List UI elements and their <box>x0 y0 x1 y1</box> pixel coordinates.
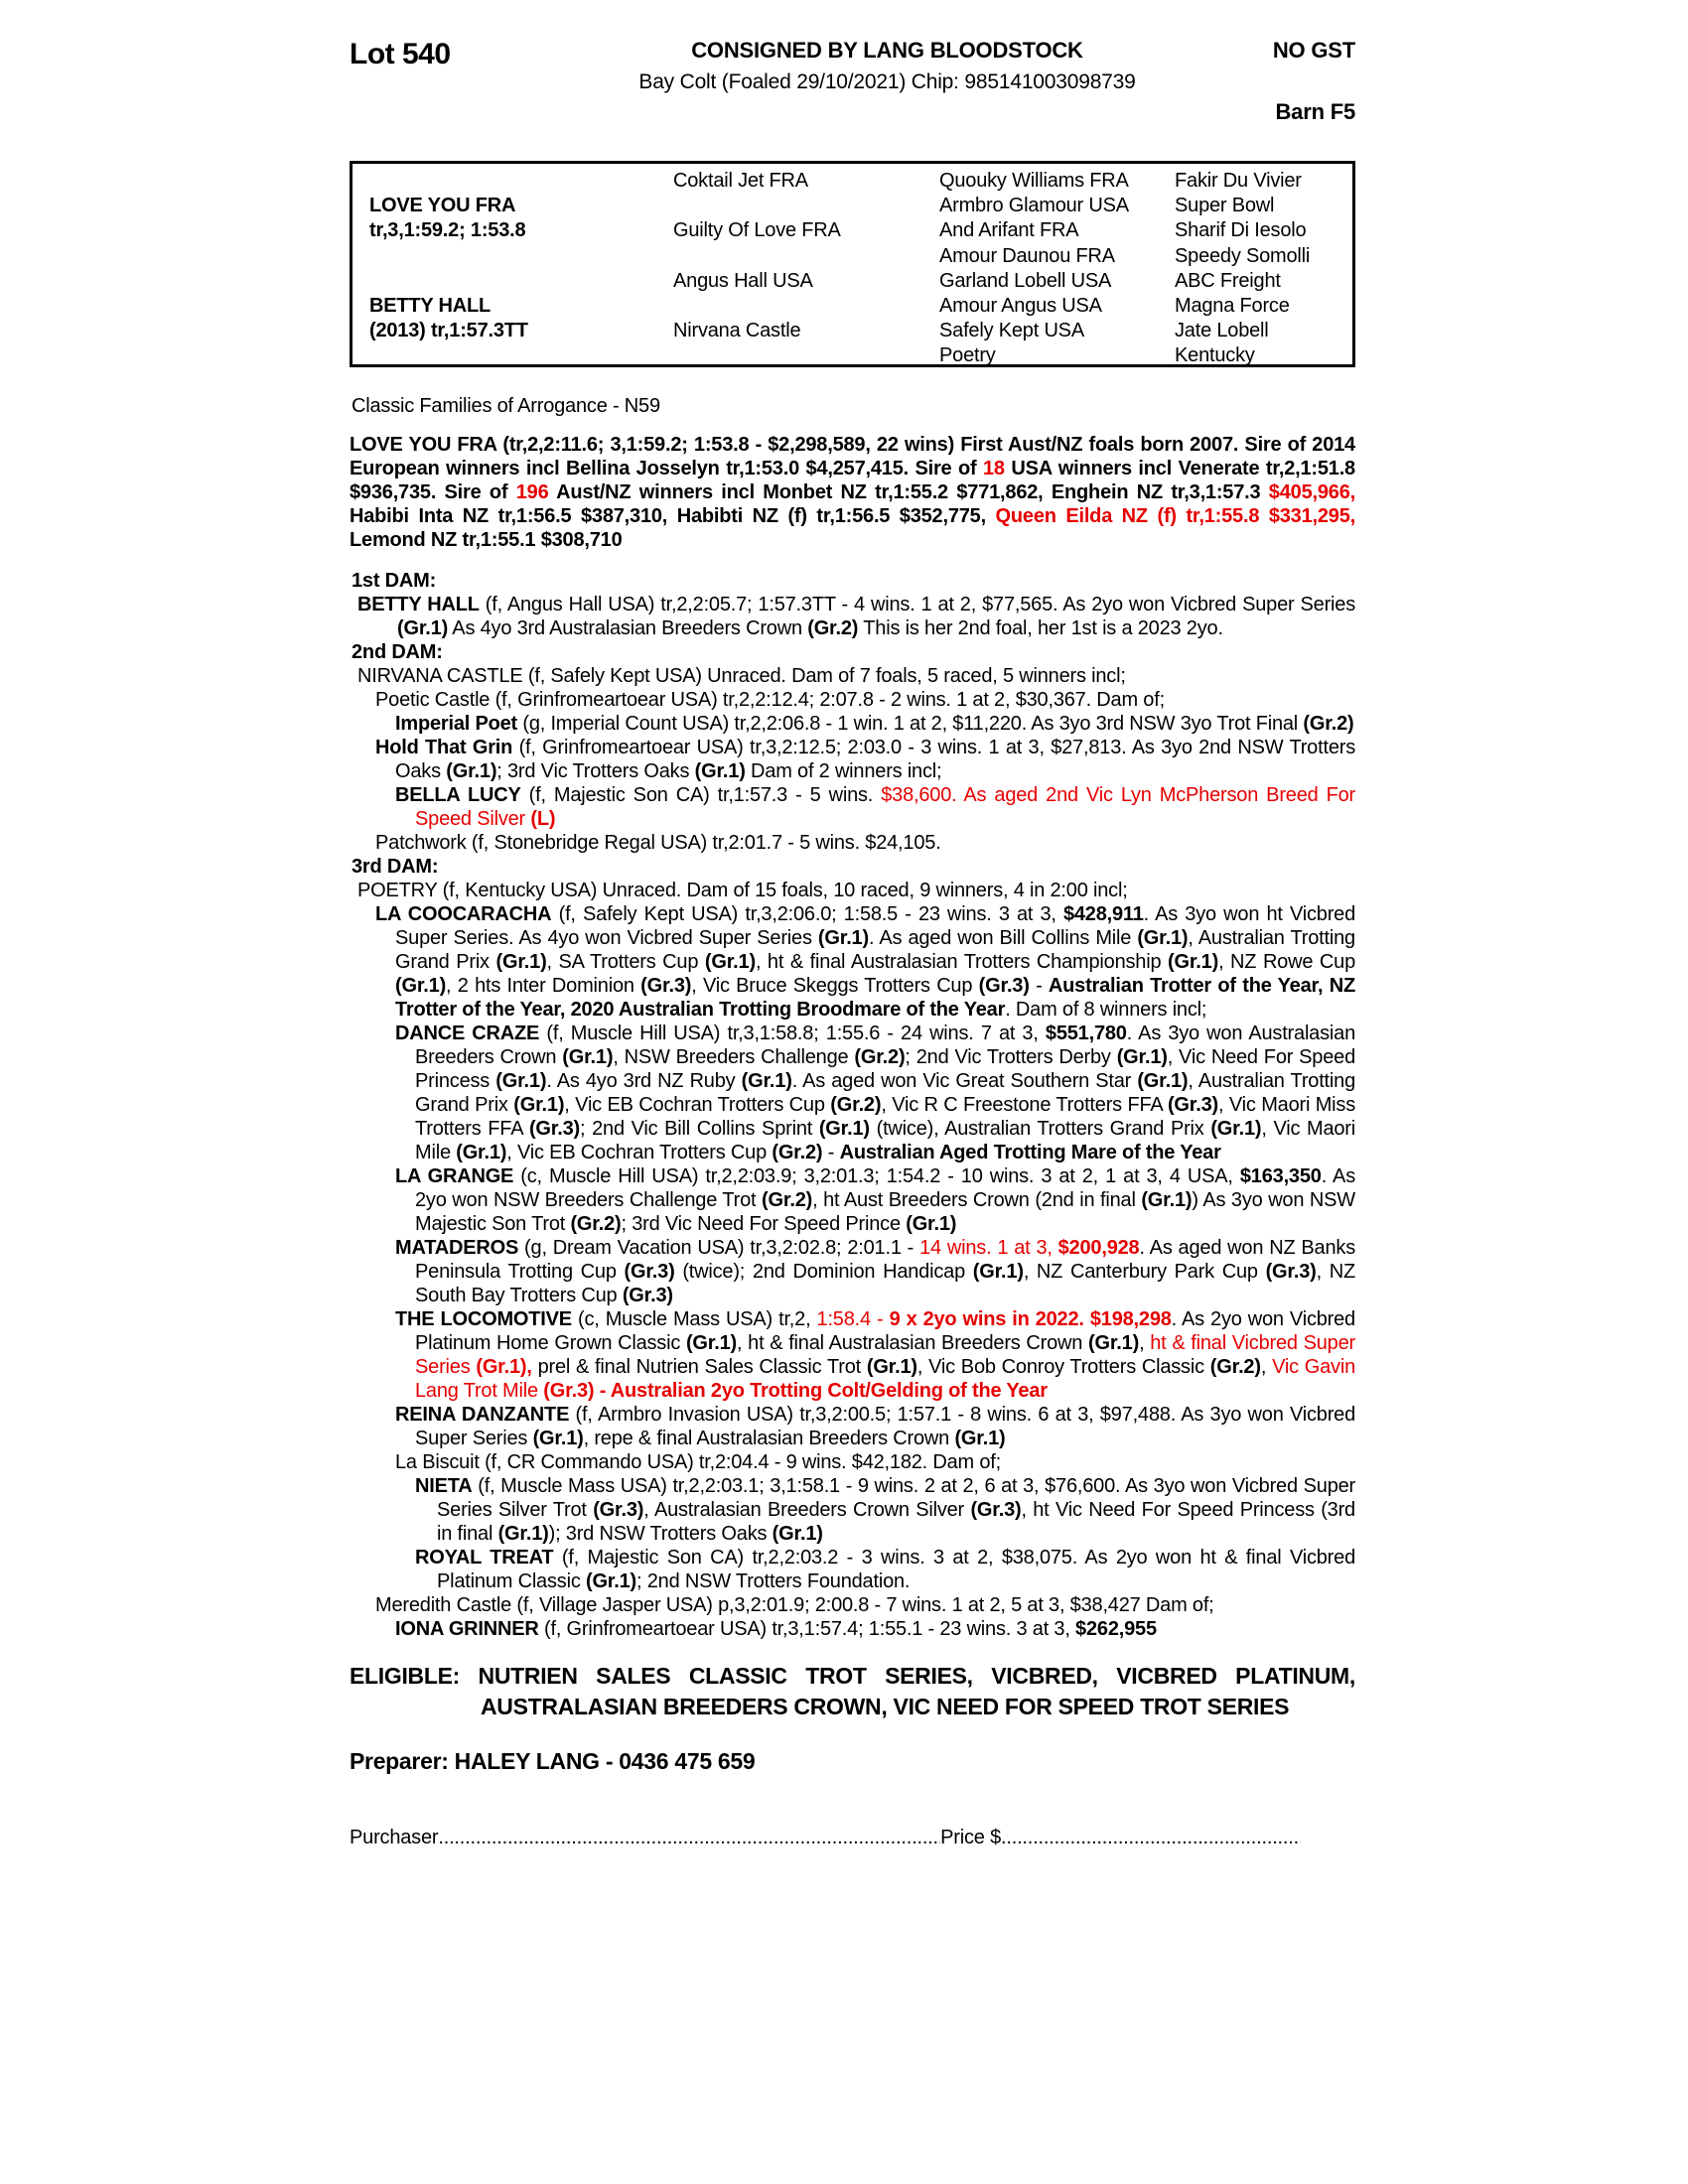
sire-summary: LOVE YOU FRA (tr,2,2:11.6; 3,1:59.2; 1:5… <box>350 434 1355 551</box>
lot-number: Lot 540 <box>350 38 451 70</box>
entry-hold-that-grin: Hold That Grin (f, Grinfromeartoear USA)… <box>375 737 1355 782</box>
dam1-header: 1st DAM: <box>352 570 437 592</box>
consignor-title: CONSIGNED BY LANG BLOODSTOCK <box>691 38 1083 63</box>
ancestor-name: Nirvana Castle <box>673 320 801 342</box>
pedigree-table: LOVE YOU FRA tr,3,1:59.2; 1:53.8 BETTY HAL… <box>350 161 1355 367</box>
foaling-details: Bay Colt (Foaled 29/10/2021) Chip: 98514… <box>638 70 1136 93</box>
entry-royal-treat: ROYAL TREAT (f, Majestic Son CA) tr,2,2:… <box>415 1547 1355 1592</box>
family-note: Classic Families of Arrogance - N59 <box>352 395 660 417</box>
ancestor-name: Coktail Jet FRA <box>673 170 808 192</box>
eligibility-statement: ELIGIBLE: NUTRIEN SALES CLASSIC TROT SER… <box>350 1663 1355 1719</box>
ancestor-name: (2013) tr,1:57.3TT <box>369 320 528 342</box>
entry-poetic-castle: Poetic Castle (f, Grinfromeartoear USA) … <box>375 689 1165 711</box>
ancestor-name: Guilty Of Love FRA <box>673 219 841 242</box>
entry-dance-craze: DANCE CRAZE (f, Muscle Hill USA) tr,3,1:… <box>395 1023 1356 1163</box>
header-center: CONSIGNED BY LANG BLOODSTOCK Bay Colt (F… <box>578 38 1196 94</box>
ancestor-name: Speedy Somolli <box>1175 244 1311 267</box>
entry-nieta: NIETA (f, Muscle Mass USA) tr,2,2:03.1; … <box>415 1475 1355 1545</box>
ancestor-name: Poetry <box>939 344 996 367</box>
entry-nirvana-castle: NIRVANA CASTLE (f, Safely Kept USA) Unra… <box>357 665 1126 687</box>
ancestor-name: BETTY HALL <box>369 294 492 317</box>
ancestor-name: Garland Lobell USA <box>939 269 1112 292</box>
preparer-line: Preparer: HALEY LANG - 0436 475 659 <box>350 1748 756 1774</box>
purchaser-line: Purchaser...............................… <box>350 1827 1301 1849</box>
pedigree-text: Classic Families of Arrogance - N59 LOVE … <box>350 394 1355 1722</box>
ancestor-name: tr,3,1:59.2; 1:53.8 <box>369 219 526 242</box>
entry-patchwork: Patchwork (f, Stonebridge Regal USA) tr,… <box>375 832 941 854</box>
ancestor-name: Sharif Di Iesolo <box>1175 219 1307 242</box>
page-header: Lot 540 CONSIGNED BY LANG BLOODSTOCK Bay… <box>350 38 1355 125</box>
ancestor-name: Super Bowl <box>1175 195 1275 217</box>
ancestor-name: Kentucky <box>1175 344 1255 367</box>
ancestor-name: Magna Force <box>1175 294 1290 317</box>
ancestor-name: Quouky Williams FRA <box>939 170 1129 192</box>
ancestor-name: Safely Kept USA <box>939 320 1084 342</box>
ancestor-name: ABC Freight <box>1175 269 1281 292</box>
entry-la-grange: LA GRANGE (c, Muscle Hill USA) tr,2,2:03… <box>395 1165 1355 1235</box>
price-label: Price $ <box>940 1827 1001 1848</box>
ancestor-name: Armbro Glamour USA <box>939 195 1129 217</box>
ancestor-name: Fakir Du Vivier <box>1175 170 1302 192</box>
entry-la-coocaracha: LA COOCARACHA (f, Safely Kept USA) tr,3,… <box>375 903 1355 1021</box>
header-right: NO GST Barn F5 <box>1196 38 1355 125</box>
dam2-header: 2nd DAM: <box>352 641 443 663</box>
entry-poetry: POETRY (f, Kentucky USA) Unraced. Dam of… <box>357 880 1128 901</box>
dam3-header: 3rd DAM: <box>352 856 439 878</box>
entry-iona-grinner: IONA GRINNER (f, Grinfromeartoear USA) t… <box>395 1618 1157 1640</box>
entry-la-biscuit: La Biscuit (f, CR Commando USA) tr,2:04.… <box>395 1451 1001 1473</box>
purchaser-label: Purchaser <box>350 1827 439 1848</box>
ancestor-name: Amour Daunou FRA <box>939 244 1115 267</box>
entry-betty-hall: BETTY HALL (f, Angus Hall USA) tr,2,2:05… <box>357 594 1356 639</box>
gst-status: NO GST <box>1272 38 1355 63</box>
entry-bella-lucy: BELLA LUCY (f, Majestic Son CA) tr,1:57.… <box>395 784 1355 830</box>
ancestor-name: Jate Lobell <box>1175 320 1269 342</box>
ancestor-name: Amour Angus USA <box>939 294 1102 317</box>
entry-imperial-poet: Imperial Poet (g, Imperial Count USA) tr… <box>395 713 1354 735</box>
page-content: Lot 540 CONSIGNED BY LANG BLOODSTOCK Bay… <box>350 0 1355 1849</box>
purchaser-fill-dots: ........................................… <box>438 1827 941 1848</box>
ancestor-name: And Arifant FRA <box>939 219 1079 242</box>
entry-reina-danzante: REINA DANZANTE (f, Armbro Invasion USA) … <box>395 1404 1356 1449</box>
ancestor-name: LOVE YOU FRA <box>369 195 516 217</box>
entry-the-locomotive: THE LOCOMOTIVE (c, Muscle Mass USA) tr,2… <box>395 1308 1355 1402</box>
entry-meredith-castle: Meredith Castle (f, Village Jasper USA) … <box>375 1594 1214 1616</box>
price-fill-dots: ........................................… <box>1001 1827 1301 1848</box>
ancestor-name: Angus Hall USA <box>673 269 813 292</box>
entry-mataderos: MATADEROS (g, Dream Vacation USA) tr,3,2… <box>395 1237 1356 1306</box>
barn-number: Barn F5 <box>1275 99 1355 124</box>
